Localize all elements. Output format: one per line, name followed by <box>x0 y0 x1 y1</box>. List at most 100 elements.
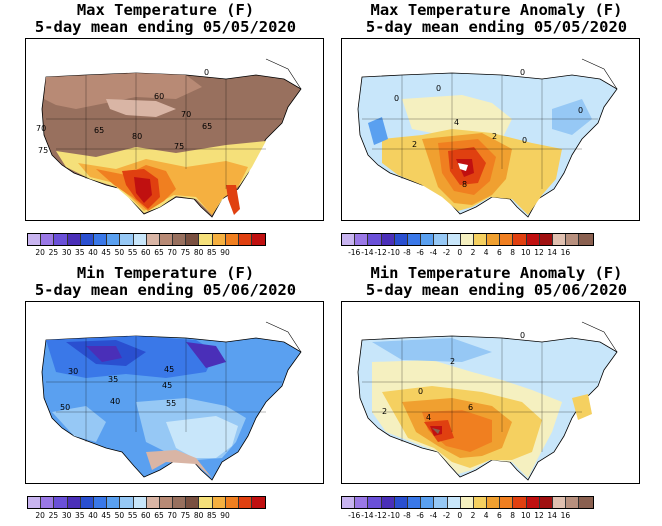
colorbar-tick-label: -4 <box>429 248 438 257</box>
colorbar-tick-label: 90 <box>220 511 230 520</box>
colorbar-tick-label: 4 <box>483 248 489 257</box>
contour-label: 2 <box>382 407 387 416</box>
colorbar-swatch <box>199 234 213 245</box>
contour-label: 40 <box>110 397 120 406</box>
colorbar-swatch <box>421 497 435 508</box>
colorbar <box>27 496 267 509</box>
colorbar-tick-label: 4 <box>483 511 489 520</box>
colorbar-tick-label: 45 <box>101 248 111 257</box>
colorbar-swatch <box>394 497 408 508</box>
colorbar-swatch <box>355 497 369 508</box>
colorbar-ticks: 20 25 30 35 40 45 50 55 60 65 70 75 80 85 90 <box>27 511 317 521</box>
colorbar-tick-label: 2 <box>470 248 476 257</box>
colorbar-ticks: -16 -14 -12 -10 -8 -6 -4 -2 0 2 4 6 8 10 12 14 16 <box>341 511 631 521</box>
colorbar-tick-label: -2 <box>442 248 451 257</box>
colorbar-tick-label: -2 <box>442 511 451 520</box>
colorbar-swatch <box>41 497 55 508</box>
panel-min-temp: Min Temperature (F) 5-day mean ending 05… <box>0 263 331 526</box>
contour-label: 70 <box>36 124 46 133</box>
colorbar-tick-label: 30 <box>61 511 72 520</box>
colorbar-tick-label: 12 <box>534 248 544 257</box>
colorbar-swatch <box>146 234 160 245</box>
colorbar-ticks: -16 -14 -12 -10 -8 -6 -4 -2 0 2 4 6 8 10 12 14 16 <box>341 248 631 258</box>
colorbar-swatch <box>368 497 382 508</box>
colorbar-swatch <box>120 497 134 508</box>
colorbar-tick-label: 35 <box>75 511 85 520</box>
colorbar-swatch <box>447 497 461 508</box>
colorbar-tick-label: 0 <box>457 248 463 257</box>
contour-label: 0 <box>522 136 527 145</box>
colorbar-swatch <box>186 234 200 245</box>
colorbar-tick-label: 35 <box>75 248 85 257</box>
colorbar-tick-label: -6 <box>416 511 424 520</box>
colorbar-tick-label: 6 <box>497 511 502 520</box>
colorbar-tick-label: 6 <box>497 248 502 257</box>
colorbar-swatch <box>539 234 553 245</box>
colorbar-swatch <box>407 497 422 508</box>
colorbar-tick-label: 45 <box>101 511 111 520</box>
contour-label: 60 <box>154 92 164 101</box>
colorbar-swatch <box>579 234 593 245</box>
contour-label: 50 <box>60 403 70 412</box>
colorbar-swatch <box>526 234 540 245</box>
colorbar-swatch <box>566 497 580 508</box>
colorbar-tick-label: 70 <box>167 248 177 257</box>
colorbar-tick-label: 60 <box>141 248 151 257</box>
colorbar-swatch <box>460 234 474 245</box>
colorbar-swatch <box>500 234 514 245</box>
min-temp-map: 30 35 45 45 40 55 50 <box>25 301 324 484</box>
colorbar-swatch <box>553 234 567 245</box>
colorbar-tick-label: -6 <box>416 248 424 257</box>
colorbar-swatch <box>67 497 81 508</box>
colorbar-swatch <box>120 234 134 245</box>
contour-label: 45 <box>162 381 172 390</box>
colorbar-tick-label: 2 <box>470 511 476 520</box>
colorbar-swatch <box>54 234 68 245</box>
panel-title: Min Temperature Anomaly (F) <box>370 264 623 282</box>
colorbar-swatch <box>434 497 448 508</box>
colorbar-tick-label: -4 <box>429 511 438 520</box>
colorbar-swatch <box>434 234 448 245</box>
colorbar-swatch <box>67 234 81 245</box>
colorbar-tick-label: -12 <box>374 248 387 257</box>
min-temp-anomaly-map: 0 2 4 6 2 0 <box>341 301 640 484</box>
colorbar-swatch <box>566 234 580 245</box>
colorbar-swatch <box>526 497 540 508</box>
colorbar-swatch <box>28 234 42 245</box>
colorbar-tick-label: 14 <box>547 248 557 257</box>
contour-label: 0 <box>418 387 423 396</box>
colorbar-swatch <box>146 497 160 508</box>
colorbar <box>341 233 594 246</box>
colorbar-tick-label: 0 <box>457 511 463 520</box>
colorbar-tick-label: 16 <box>560 248 571 257</box>
colorbar-swatch <box>28 497 42 508</box>
colorbar-swatch <box>579 497 593 508</box>
colorbar-swatch <box>159 497 174 508</box>
colorbar-swatch <box>342 497 356 508</box>
colorbar-tick-label: 65 <box>154 248 164 257</box>
contour-label: 6 <box>468 403 473 412</box>
colorbar-swatch <box>407 234 422 245</box>
contour-label: 80 <box>132 132 142 141</box>
max-temp-anomaly-map: 0 4 2 0 0 8 0 2 0 <box>341 38 640 221</box>
colorbar-swatch <box>173 234 187 245</box>
colorbar-tick-label: 70 <box>167 511 177 520</box>
contour-label: 0 <box>394 94 399 103</box>
colorbar-swatch <box>368 234 382 245</box>
colorbar-swatch <box>473 497 488 508</box>
colorbar-swatch <box>93 234 108 245</box>
colorbar-tick-label: -16 <box>348 248 361 257</box>
colorbar-swatch <box>252 234 266 245</box>
contour-label: 0 <box>520 68 525 77</box>
colorbar-tick-label: 55 <box>127 248 138 257</box>
panel-title: Max Temperature Anomaly (F) <box>370 1 623 19</box>
colorbar-swatch <box>252 497 266 508</box>
contour-label: 75 <box>174 142 184 151</box>
colorbar-tick-label: 80 <box>193 511 204 520</box>
panel-subtitle: 5-day mean ending 05/05/2020 <box>34 18 297 36</box>
colorbar-swatch <box>421 234 435 245</box>
contour-label: 8 <box>462 180 467 189</box>
colorbar-tick-label: -10 <box>387 248 400 257</box>
contour-label: 55 <box>166 399 176 408</box>
colorbar-tick-label: 50 <box>114 248 125 257</box>
